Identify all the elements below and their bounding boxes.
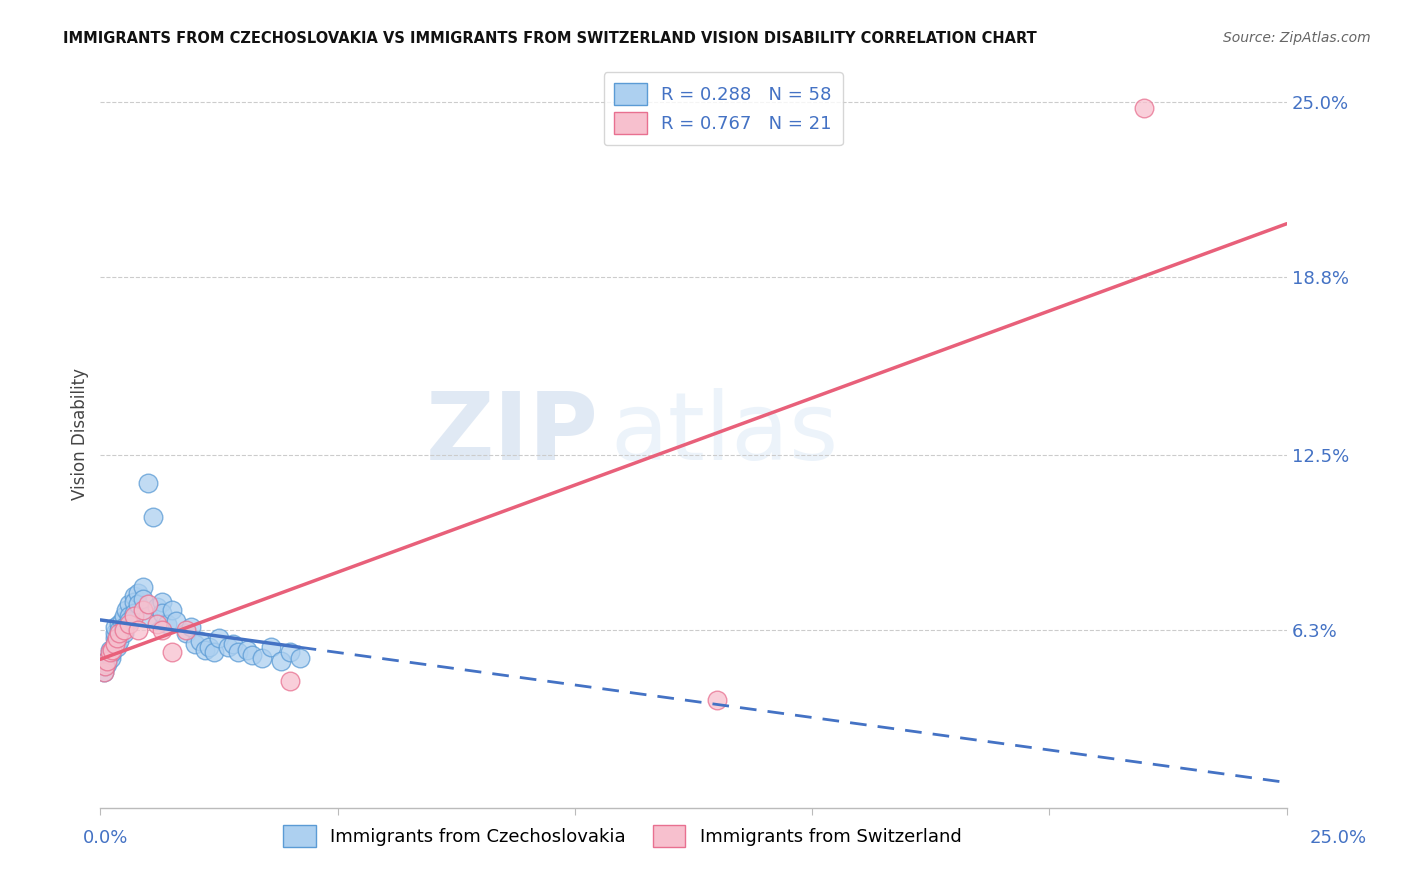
Point — [108, 623, 131, 637]
Point — [98, 648, 121, 663]
Point — [150, 606, 173, 620]
Point — [226, 645, 249, 659]
Point — [94, 654, 117, 668]
Text: 0.0%: 0.0% — [83, 829, 128, 847]
Point — [236, 642, 259, 657]
Point — [278, 645, 301, 659]
Point — [108, 625, 131, 640]
Point — [112, 623, 135, 637]
Point — [103, 632, 125, 646]
Point — [122, 594, 145, 608]
Point — [240, 648, 263, 663]
Point — [118, 617, 141, 632]
Point — [100, 651, 122, 665]
Point — [103, 620, 125, 634]
Point — [198, 640, 221, 654]
Point — [194, 642, 217, 657]
Point — [103, 637, 125, 651]
Point — [127, 623, 149, 637]
Point — [136, 608, 159, 623]
Point — [115, 603, 138, 617]
Point — [103, 625, 125, 640]
Point — [118, 608, 141, 623]
Point — [112, 608, 135, 623]
Text: 25.0%: 25.0% — [1310, 829, 1367, 847]
Point — [160, 603, 183, 617]
Point — [1133, 101, 1156, 115]
Point — [160, 645, 183, 659]
Point — [174, 623, 197, 637]
Point — [150, 594, 173, 608]
Point — [127, 598, 149, 612]
Point — [101, 642, 124, 657]
Point — [108, 634, 131, 648]
Point — [165, 615, 187, 629]
Text: ZIP: ZIP — [426, 388, 599, 480]
Point — [270, 654, 292, 668]
Point — [98, 645, 121, 659]
Point — [141, 509, 163, 524]
Point — [208, 632, 231, 646]
Point — [222, 637, 245, 651]
Point — [108, 617, 131, 632]
Point — [150, 623, 173, 637]
Point — [278, 673, 301, 688]
Point — [706, 693, 728, 707]
Point — [174, 625, 197, 640]
Point — [136, 475, 159, 490]
Point — [136, 598, 159, 612]
Point — [260, 640, 283, 654]
Point — [122, 608, 145, 623]
Point — [218, 640, 240, 654]
Point — [96, 657, 118, 671]
Point — [111, 615, 134, 629]
Point — [118, 615, 141, 629]
Point — [103, 637, 125, 651]
Point — [146, 600, 169, 615]
Y-axis label: Vision Disability: Vision Disability — [72, 368, 89, 500]
Text: atlas: atlas — [610, 388, 839, 480]
Point — [112, 620, 135, 634]
Point — [250, 651, 273, 665]
Point — [98, 642, 121, 657]
Point — [93, 665, 115, 680]
Point — [96, 654, 118, 668]
Point — [180, 620, 202, 634]
Point — [132, 603, 155, 617]
Point — [146, 617, 169, 632]
Point — [132, 581, 155, 595]
Point — [101, 645, 124, 659]
Point — [202, 645, 225, 659]
Text: Source: ZipAtlas.com: Source: ZipAtlas.com — [1223, 31, 1371, 45]
Point — [156, 617, 179, 632]
Point — [184, 637, 207, 651]
Point — [132, 591, 155, 606]
Point — [105, 640, 128, 654]
Legend: R = 0.288   N = 58, R = 0.767   N = 21: R = 0.288 N = 58, R = 0.767 N = 21 — [603, 72, 842, 145]
Point — [288, 651, 311, 665]
Point — [105, 632, 128, 646]
Point — [93, 665, 115, 680]
Point — [94, 659, 117, 673]
Point — [188, 634, 211, 648]
Point — [122, 589, 145, 603]
Point — [118, 598, 141, 612]
Point — [127, 586, 149, 600]
Point — [94, 659, 117, 673]
Point — [112, 625, 135, 640]
Text: IMMIGRANTS FROM CZECHOSLOVAKIA VS IMMIGRANTS FROM SWITZERLAND VISION DISABILITY : IMMIGRANTS FROM CZECHOSLOVAKIA VS IMMIGR… — [63, 31, 1038, 46]
Point — [122, 606, 145, 620]
